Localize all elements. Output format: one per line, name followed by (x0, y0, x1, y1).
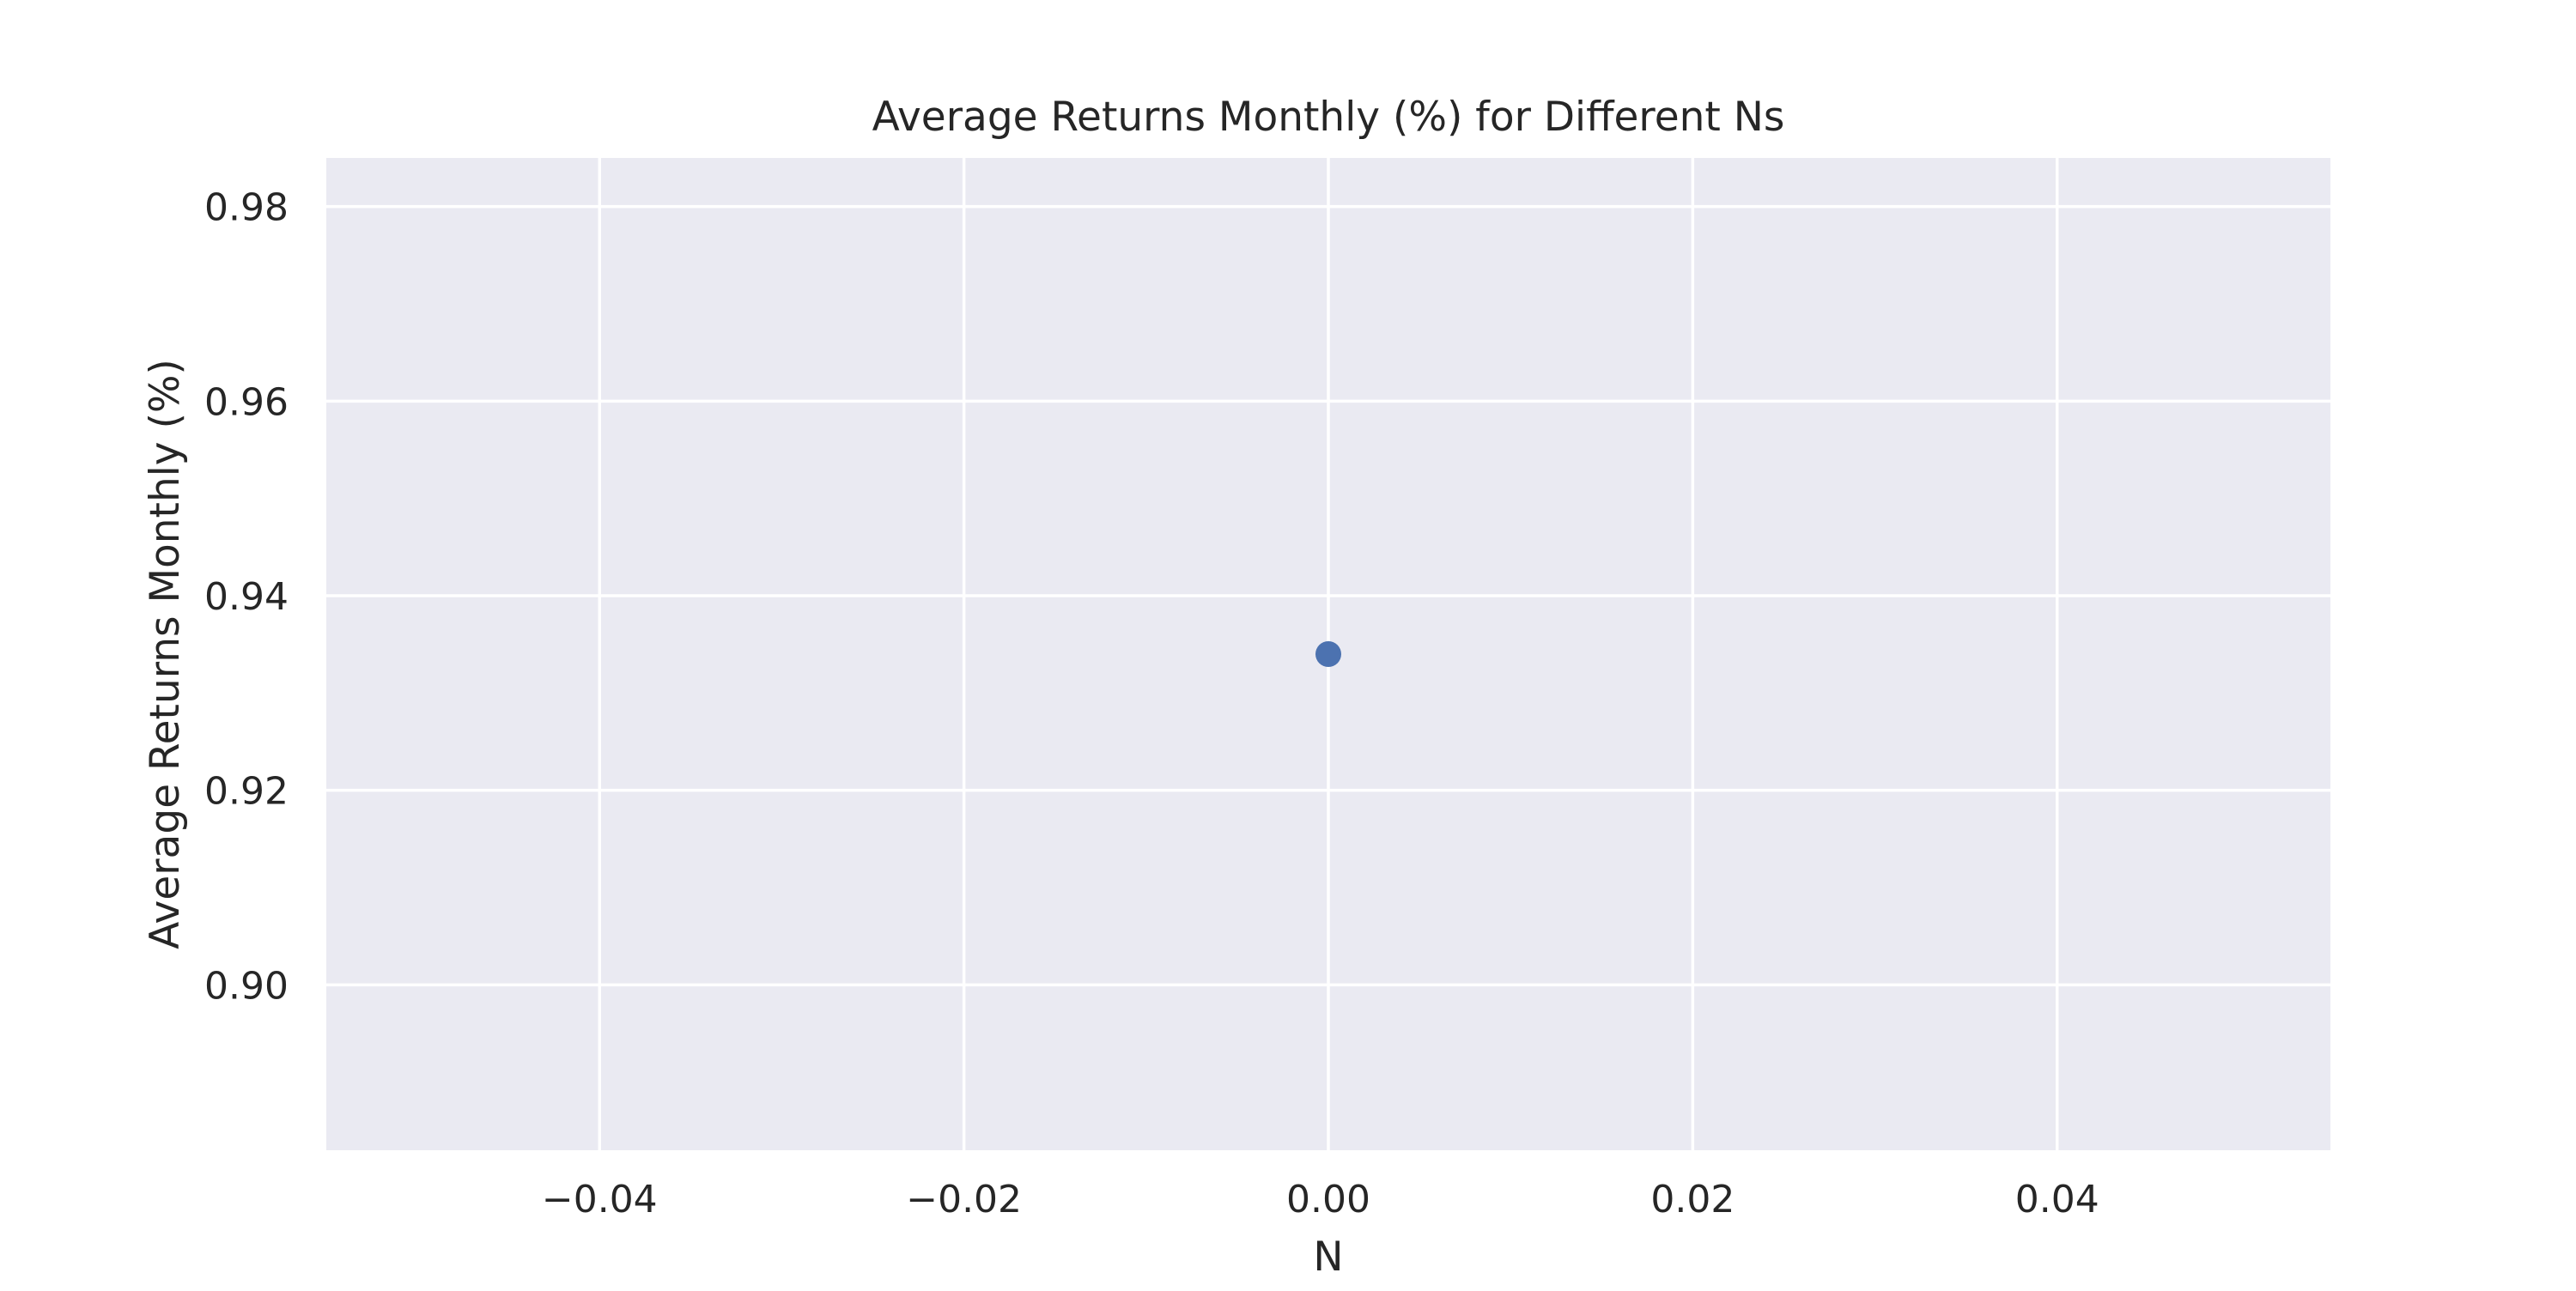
y-tick-label: 0.90 (204, 964, 289, 1008)
chart-title: Average Returns Monthly (%) for Differen… (872, 94, 1785, 141)
y-tick-label: 0.94 (204, 575, 289, 619)
x-tick-label: −0.04 (542, 1178, 658, 1221)
data-point (1315, 641, 1341, 667)
x-axis-label: N (1313, 1233, 1343, 1281)
y-tick-label: 0.92 (204, 770, 289, 814)
y-tick-labels: 0.90 0.92 0.94 0.96 0.98 (204, 186, 289, 1009)
x-tick-label: 0.04 (2015, 1178, 2099, 1221)
y-tick-label: 0.96 (204, 380, 289, 424)
x-tick-label: 0.00 (1286, 1178, 1370, 1221)
x-tick-label: −0.02 (906, 1178, 1022, 1221)
y-axis-label: Average Returns Monthly (%) (142, 359, 189, 949)
x-tick-label: 0.02 (1650, 1178, 1735, 1221)
data-points (1315, 641, 1341, 667)
y-tick-label: 0.98 (204, 186, 289, 230)
x-tick-labels: −0.04 −0.02 0.00 0.02 0.04 (542, 1178, 2099, 1221)
